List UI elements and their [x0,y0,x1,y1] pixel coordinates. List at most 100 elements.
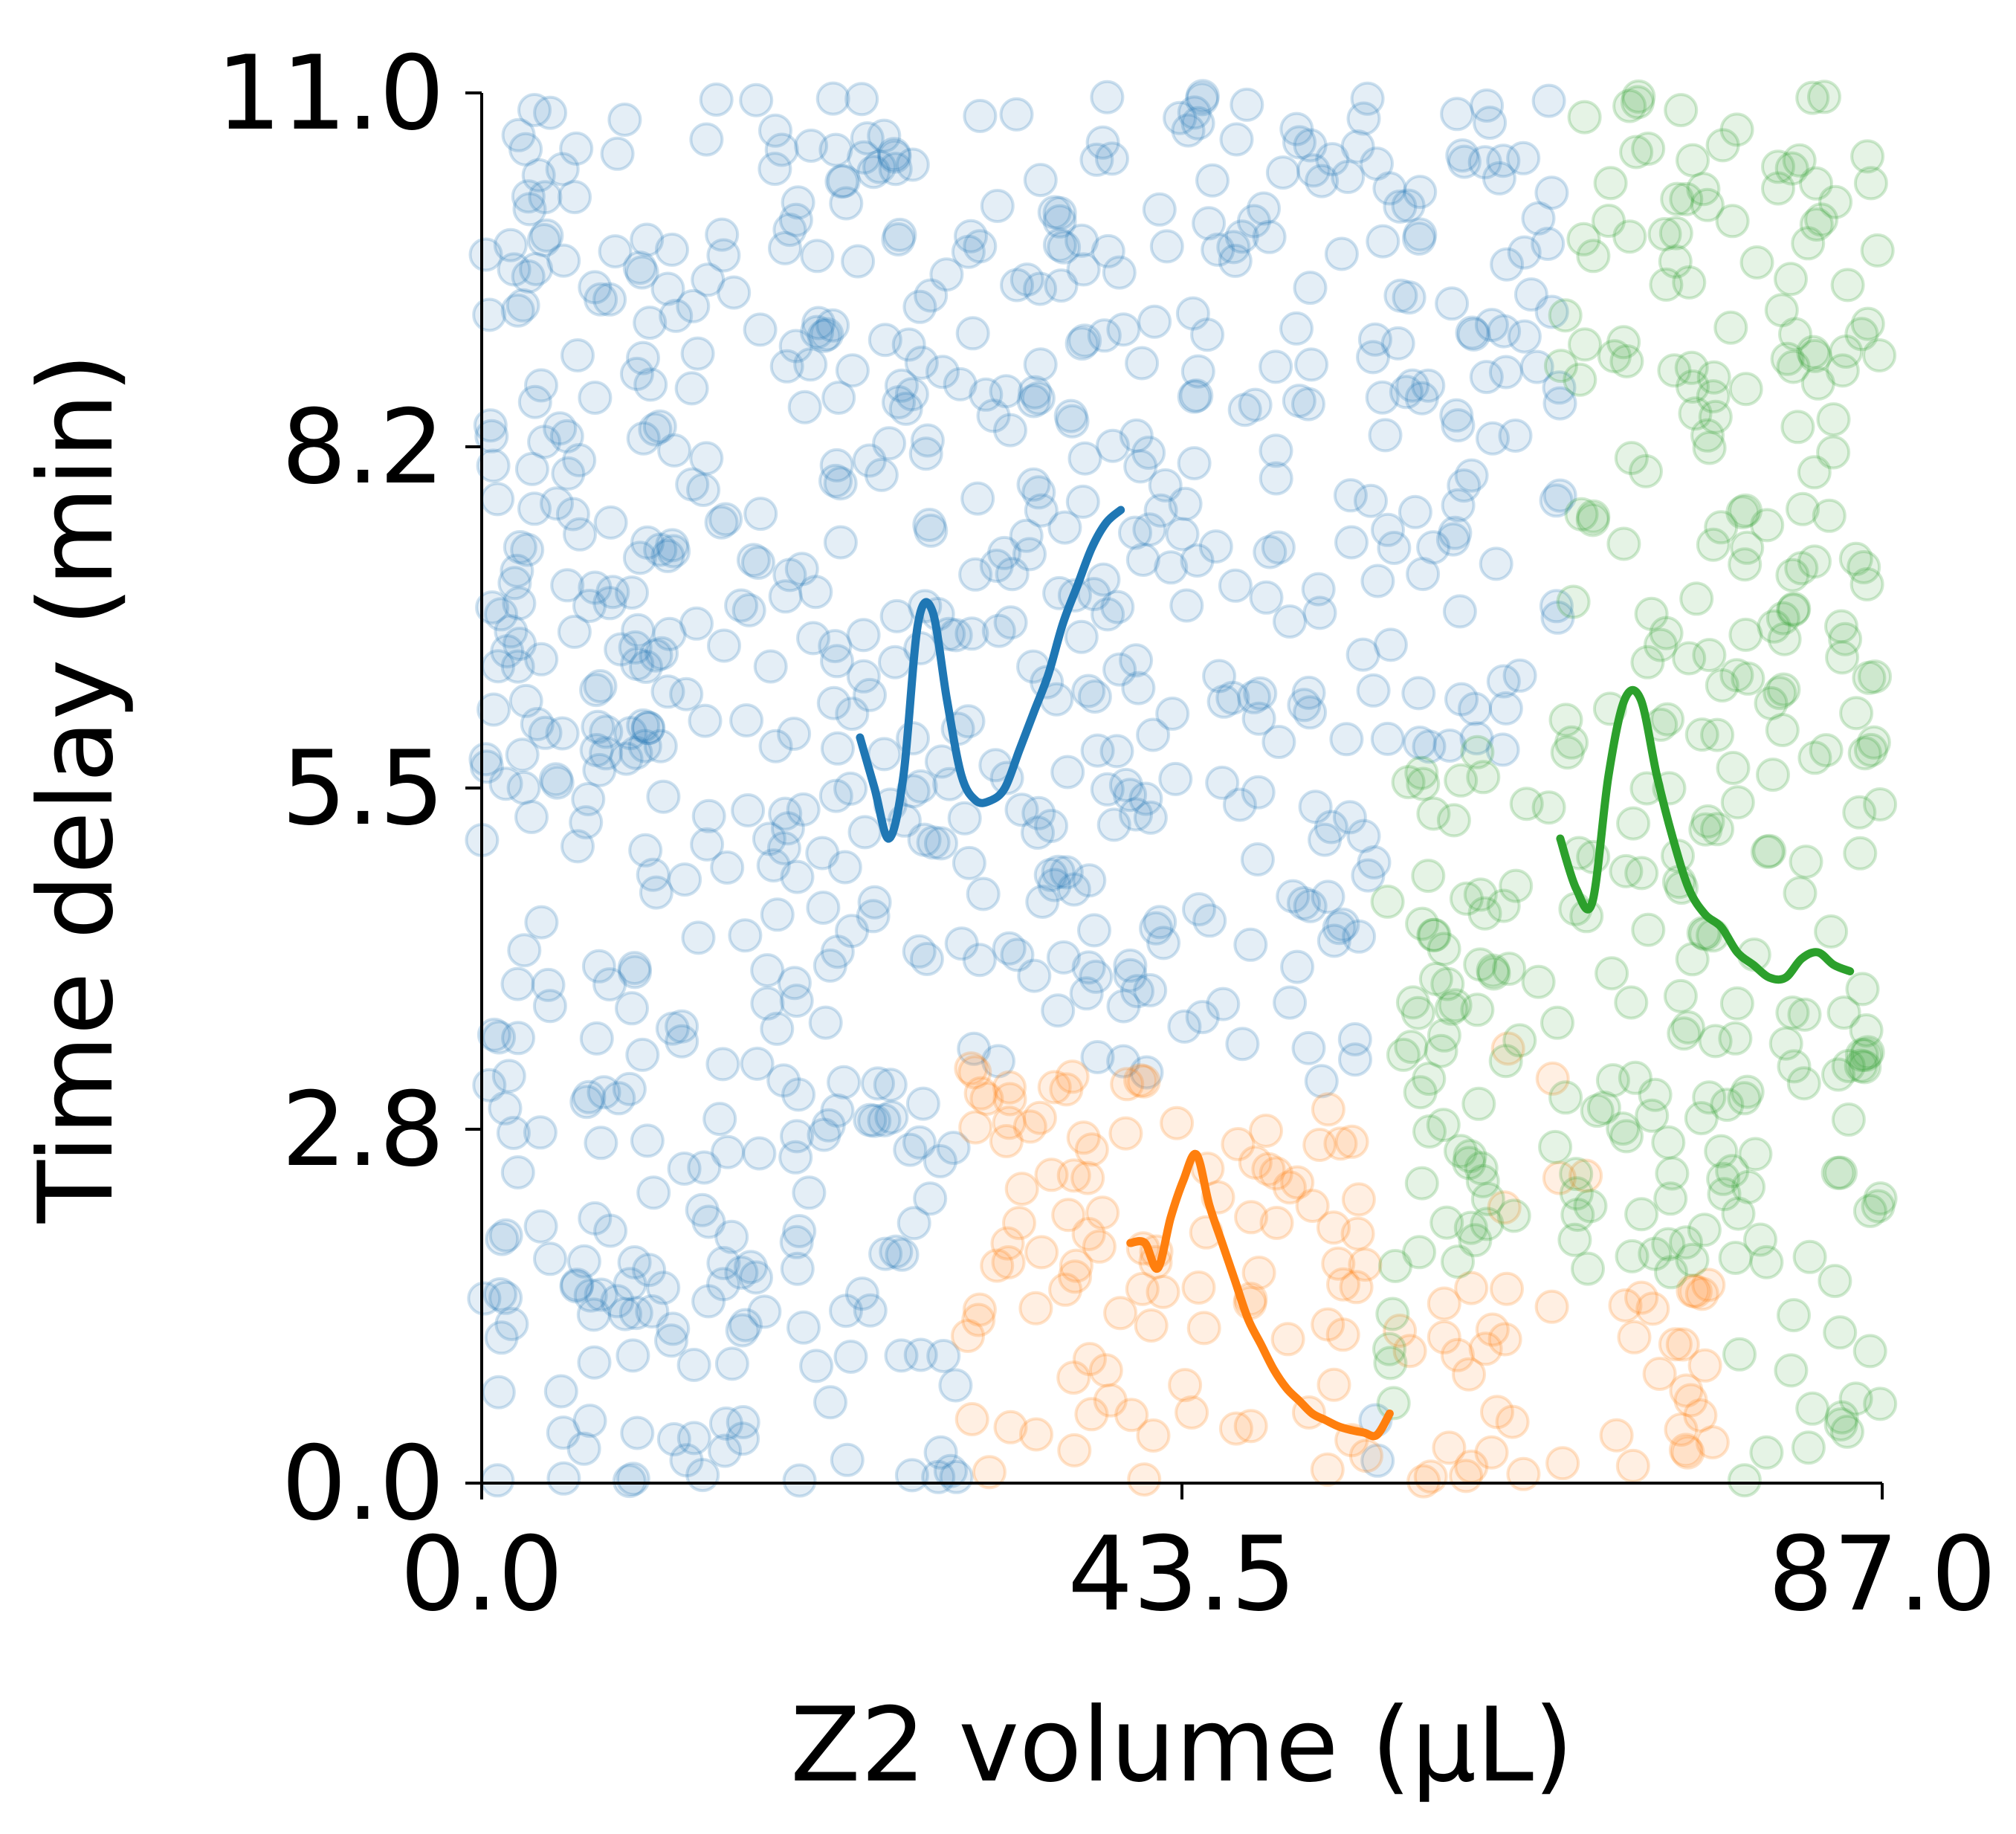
scatter-point-blue [808,1005,843,1040]
scatter-point-blue [1067,323,1102,358]
scatter-point-blue [818,629,853,664]
scatter-point-blue [793,347,828,382]
scatter-point-orange [1019,1417,1053,1452]
scatter-point-green [1667,1016,1702,1051]
scatter-point-blue [799,1349,834,1383]
scatter-point-green [1675,942,1710,977]
scatter-point-green [1719,112,1754,147]
scatter-point-blue [1294,347,1329,382]
scatter-point-green [1777,591,1812,626]
scatter-point-blue [1086,562,1121,597]
scatter-point-blue [895,147,930,182]
scatter-point-blue [1273,985,1308,1020]
scatter-point-blue [488,766,523,801]
scatter-point-blue [1071,950,1106,985]
scatter-point-blue [826,164,861,198]
scatter-point-blue [1401,676,1436,711]
scatter-point-blue [517,93,552,127]
scatter-point-green [1730,530,1765,565]
scatter-point-blue [962,943,997,978]
scatter-point-green [1725,495,1760,530]
scatter-point-blue [1445,138,1480,173]
scatter-point-green [1804,202,1839,237]
scatter-point-green [1821,1057,1855,1092]
scatter-point-blue [572,1404,607,1439]
scatter-point-blue [987,535,1022,570]
scatter-point-orange [1238,1145,1273,1180]
scatter-point-blue [1095,428,1130,463]
scatter-point-blue [621,613,656,648]
scatter-point-blue [1261,530,1296,565]
scatter-point-orange [1340,1216,1375,1251]
scatter-point-blue [1016,384,1051,419]
scatter-point-blue [467,1281,502,1316]
scatter-point-blue [844,82,879,117]
x-tick-label: 87.0 [1768,1514,1996,1634]
scatter-point-orange [1427,1320,1461,1354]
scatter-point-green [1862,338,1897,372]
scatter-point-green [1463,947,1498,982]
scatter-point-green [1403,1075,1438,1110]
scatter-point-blue [1485,732,1520,767]
scatter-point-blue [706,238,741,273]
scatter-point-blue [468,742,503,777]
scatter-point-blue [818,463,853,498]
scatter-point-blue [904,345,939,380]
scatter-point-green [1816,402,1851,437]
scatter-point-green [1807,80,1841,114]
scatter-point-orange [1413,1459,1448,1494]
scatter-point-blue [896,721,930,756]
scatter-point-blue [688,703,723,738]
scatter-point-orange [1134,1308,1169,1343]
scatter-point-green [1818,1264,1852,1299]
scatter-point-orange [1617,1320,1652,1354]
scatter-point-blue [1474,308,1509,343]
scatter-point-green [1548,298,1583,333]
scatter-point-green [1845,972,1880,1007]
scatter-point-green [1418,961,1453,996]
scatter-point-blue [705,1047,740,1082]
scatter-point-blue [1346,101,1381,136]
scatter-point-blue [1276,879,1311,914]
scatter-point-blue [505,737,540,772]
scatter-point-blue [1383,189,1418,224]
scatter-point-green [1453,1210,1488,1245]
scatter-point-green [1609,344,1644,378]
scatter-point-orange [957,1055,992,1090]
scatter-point-blue [1044,268,1079,303]
scatter-point-blue [1273,604,1307,639]
scatter-point-blue [885,1237,920,1272]
scatter-point-blue [490,634,525,669]
scatter-point-green [1797,455,1832,490]
scatter-point-blue [830,1442,865,1477]
scatter-point-blue [756,848,791,883]
scatter-point-blue [1155,697,1190,731]
scatter-point-blue [555,497,590,532]
scatter-point-green [1612,88,1647,123]
scatter-point-green [1704,1134,1739,1169]
scatter-point-orange [1085,1195,1120,1230]
scatter-point-green [1766,672,1801,707]
scatter-point-blue [1185,79,1220,114]
scatter-point-blue [681,920,716,955]
scatter-point-blue [861,1066,895,1101]
scatter-point-blue [600,1284,635,1319]
scatter-point-green [1655,1156,1690,1191]
scatter-point-green [1470,1182,1505,1216]
scatter-point-blue [1129,1055,1164,1090]
scatter-point-blue [587,1075,621,1110]
scatter-point-blue [725,1313,760,1348]
scatter-point-green [1429,1205,1464,1240]
scatter-point-blue [578,381,613,415]
scatter-point-blue [531,967,566,1002]
scatter-point-blue [1391,188,1426,223]
scatter-point-orange [1339,1270,1374,1305]
scatter-point-blue [846,659,881,694]
scatter-point-blue [562,443,597,477]
scatter-point-blue [1455,315,1490,350]
scatter-point-blue [1067,441,1102,476]
scatter-point-blue [706,1267,741,1302]
scatter-point-blue [1053,398,1088,433]
scatter-point-green [1780,410,1815,445]
scatter-point-orange [1272,1170,1307,1205]
